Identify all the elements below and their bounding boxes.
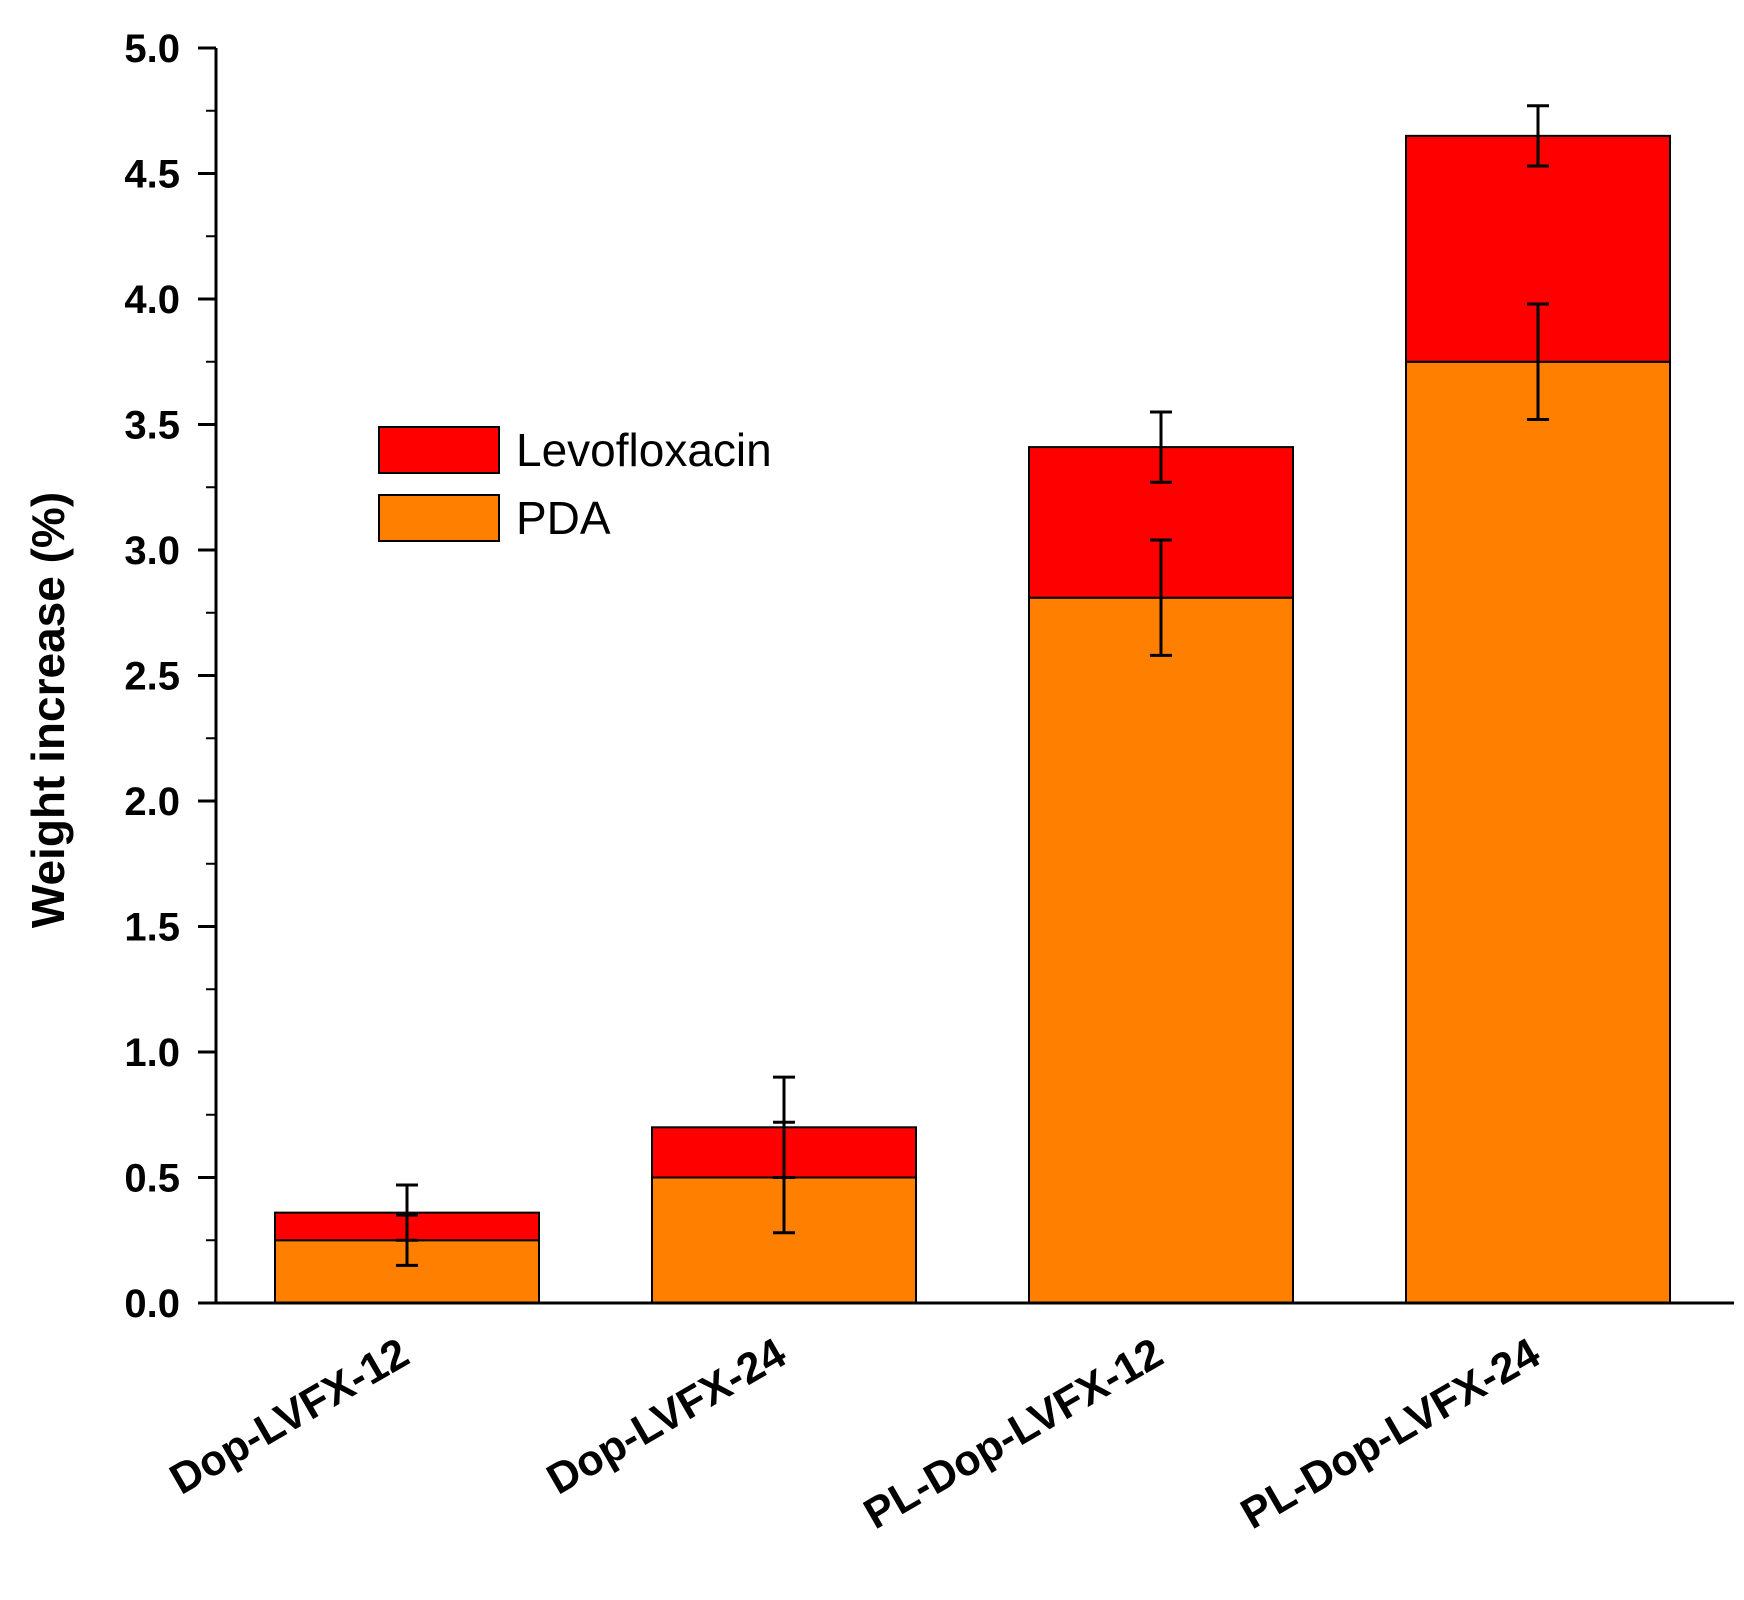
y-tick-label: 0.5 [124,1157,180,1201]
bar-pda-pl-dop-lvfx-12 [1028,596,1294,1304]
y-tick-label: 3.5 [124,404,180,448]
legend-label-pda: PDA [516,492,611,544]
legend-label-levofloxacin: Levofloxacin [516,424,772,476]
y-ticks-layer: 0.0 0.5 1.0 1.5 2.0 2.5 3.0 3.5 4.0 4.5 5.0 [124,27,216,1326]
y-tick-label: 3.0 [124,529,180,573]
x-tick-label: PL-Dop-LVFX-24 [1233,1329,1548,1539]
y-tick-label: 4.0 [124,278,180,322]
legend-swatch-levofloxacin [378,426,500,474]
legend-swatch-pda [378,494,500,542]
x-tick-label: Dop-LVFX-24 [539,1329,794,1504]
y-tick-label: 0.0 [124,1282,180,1326]
y-tick-label: 1.0 [124,1031,180,1075]
y-tick-label: 4.5 [124,153,180,197]
y-tick-label: 2.5 [124,655,180,699]
x-labels-layer: Dop-LVFX-12 Dop-LVFX-24 PL-Dop-LVFX-12 PL-D… [162,1329,1548,1539]
y-tick-label: 1.5 [124,906,180,950]
bars-layer [274,134,1671,1304]
bar-pda-pl-dop-lvfx-24 [1405,360,1671,1304]
y-tick-label: 2.0 [124,780,180,824]
x-tick-label: Dop-LVFX-12 [162,1329,417,1504]
legend: Levofloxacin PDA [378,424,772,544]
error-bars-layer [396,104,1549,1267]
x-tick-label: PL-Dop-LVFX-12 [856,1329,1171,1539]
y-tick-label: 5.0 [124,27,180,71]
y-axis-title: Weight increase (%) [22,492,74,928]
